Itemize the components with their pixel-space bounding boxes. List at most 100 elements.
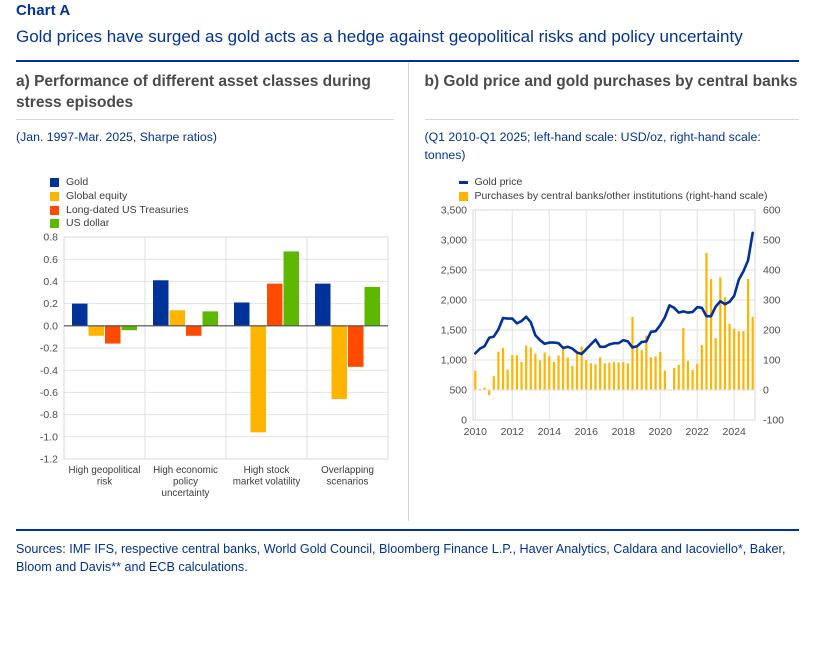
legend-label-us-treasuries: Long-dated US Treasuries: [66, 203, 189, 216]
purchases-bar: [746, 278, 749, 390]
x-axis-tick-label: 2018: [611, 426, 635, 438]
x-axis-tick-label: 2014: [537, 426, 561, 438]
x-axis-tick-label: 2016: [574, 426, 598, 438]
purchases-bar: [718, 276, 721, 390]
purchases-bar: [593, 363, 597, 390]
purchases-bar: [561, 348, 564, 390]
purchases-bar: [584, 359, 587, 390]
purchases-bar: [533, 353, 537, 390]
purchases-bar: [580, 346, 583, 390]
bar-1-cat-3: [234, 302, 250, 326]
chart-label: Chart A: [16, 2, 71, 19]
purchases-bar: [663, 370, 666, 390]
purchases-bar: [635, 346, 638, 390]
x-axis-category-label: market volatility: [233, 477, 301, 488]
legend-swatch-us-treasuries: [50, 205, 59, 215]
y-axis-left-tick-label: 0: [461, 414, 467, 426]
purchases-bar: [529, 346, 532, 390]
panel-b-svg: 3,500 3,000 2,500 2,000 1,500 1,000 500 0 600 500…: [440, 204, 783, 438]
purchases-bar: [482, 387, 486, 390]
purchases-bar: [649, 356, 652, 390]
legend-swatch-gold: [50, 177, 59, 187]
y-axis-tick-label: -0.4: [40, 365, 58, 377]
y-axis-tick-label: 0.4: [43, 276, 58, 288]
purchases-bar: [589, 362, 592, 390]
y-axis-left-tick-label: 3,000: [440, 234, 466, 246]
bar-4-cat-3: [283, 251, 299, 326]
x-axis-tick-label: 2024: [722, 426, 746, 438]
bar-1-cat-4: [315, 283, 331, 326]
purchases-bar: [704, 252, 708, 390]
purchases-bar: [603, 362, 606, 390]
y-axis-left-tick-label: 3,500: [440, 204, 466, 216]
legend-swatch-cb-purchases: [458, 191, 468, 201]
purchases-bar: [566, 357, 569, 390]
x-axis-category-label: High stock: [244, 465, 290, 476]
legend-label-gold-price: Gold price: [474, 175, 523, 188]
legend-swatch-global-equity: [50, 191, 59, 201]
bar-3-cat-4: [348, 325, 364, 367]
bar-4-cat-4: [364, 287, 380, 326]
purchases-bar: [732, 328, 735, 390]
purchases-bar: [538, 359, 541, 390]
header-divider: [16, 59, 799, 62]
bar-4-cat-1: [121, 325, 137, 331]
purchases-bar: [626, 363, 629, 390]
bar-2-cat-1: [88, 325, 104, 336]
legend-item-gold: Gold: [50, 176, 394, 189]
y-axis-left-tick-label: 1,000: [440, 354, 466, 366]
y-axis-right-tick-label: 300: [763, 294, 781, 306]
purchases-bar: [607, 362, 610, 390]
legend-label-global-equity: Global equity: [66, 189, 128, 202]
panel-a-divider: [16, 118, 394, 120]
y-axis-tick-label: -1.0: [40, 432, 58, 444]
purchases-bar: [496, 351, 500, 390]
bar-2-cat-4: [331, 325, 347, 400]
bar-2-cat-3: [250, 325, 266, 433]
panel-a-heading: a) Performance of different asset classe…: [16, 72, 371, 112]
y-axis-right-tick-label: 400: [763, 264, 781, 276]
purchases-bar: [709, 278, 712, 390]
purchases-bar: [492, 375, 495, 390]
legend-label-gold: Gold: [66, 175, 89, 188]
legend-item-cb-purchases: Purchases by central banks/other institu…: [458, 190, 800, 203]
x-axis-tick-label: 2012: [500, 426, 524, 438]
y-axis-left-tick-label: 2,500: [440, 264, 466, 276]
y-axis-tick-label: 0.0: [43, 321, 58, 333]
bar-2-cat-2: [169, 310, 185, 326]
x-axis-category-label: Overlapping: [321, 465, 374, 476]
purchases-bar: [677, 364, 680, 390]
purchases-bar: [556, 355, 560, 390]
panel-container: a) Performance of different asset classe…: [16, 61, 800, 522]
y-axis-right-tick-label: 200: [763, 324, 781, 336]
panel-a: a) Performance of different asset classe…: [16, 62, 408, 521]
purchases-bar: [686, 360, 689, 390]
y-axis-right-tick-label: 500: [763, 234, 781, 246]
purchases-bar: [543, 352, 546, 390]
bar-3-cat-1: [105, 325, 121, 344]
bar-1-cat-2: [153, 280, 169, 326]
purchases-bar: [547, 355, 550, 390]
purchases-bar: [501, 347, 504, 390]
y-axis-tick-label: 0.2: [43, 298, 58, 310]
purchases-bar: [598, 356, 601, 390]
purchases-bar: [552, 361, 555, 390]
y-axis-left-tick-label: 1,500: [440, 324, 466, 336]
bar-3-cat-3: [267, 283, 283, 326]
purchases-bar: [727, 323, 731, 390]
purchases-bar: [714, 337, 717, 390]
panel-a-legend: Gold Global equity Long-dated US Treasur…: [16, 170, 394, 230]
purchases-bar: [737, 330, 740, 390]
y-axis-right-tick-label: 600: [763, 204, 781, 216]
plot-area-border: [472, 209, 755, 421]
purchases-bar: [519, 361, 523, 390]
panel-b: b) Gold price and gold purchases by cent…: [407, 61, 800, 522]
bar-4-cat-2: [202, 311, 218, 326]
purchases-bar: [506, 369, 509, 390]
purchases-bar: [570, 365, 573, 390]
purchases-bar: [478, 388, 481, 390]
legend-item-global-equity: Global equity: [50, 190, 394, 203]
purchases-bar: [690, 369, 694, 390]
purchases-bar: [640, 349, 643, 390]
y-axis-right-tick-label: 0: [763, 384, 769, 396]
